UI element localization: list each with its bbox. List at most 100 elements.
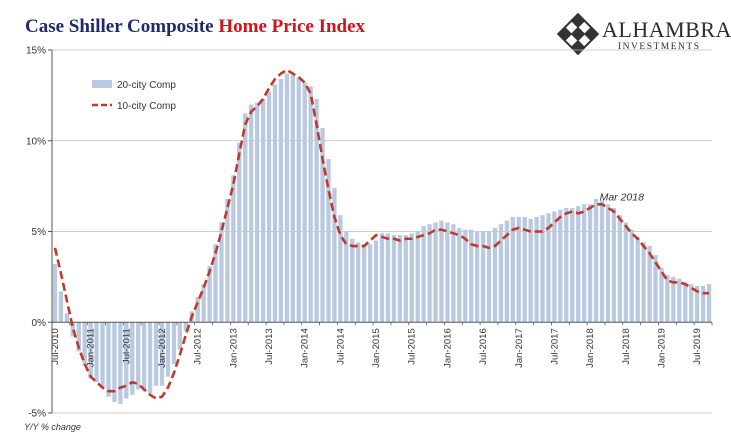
bar-20-city bbox=[356, 242, 361, 323]
bar-20-city bbox=[677, 278, 682, 323]
x-tick-label: Jul-2013 bbox=[264, 328, 275, 364]
bar-20-city bbox=[379, 233, 385, 323]
bar-20-city bbox=[611, 207, 617, 323]
bar-20-city bbox=[124, 322, 129, 399]
bar-20-city bbox=[165, 322, 171, 377]
bar-20-city bbox=[409, 233, 414, 323]
bar-20-city bbox=[237, 142, 242, 323]
bar-20-city bbox=[373, 240, 379, 323]
x-tick-label: Jan-2011 bbox=[86, 328, 97, 367]
bar-20-city bbox=[427, 224, 432, 323]
bar-20-city bbox=[522, 216, 527, 323]
bar-20-city bbox=[278, 79, 284, 323]
bar-20-city bbox=[249, 104, 254, 323]
bar-20-city bbox=[296, 77, 301, 323]
bar-20-city bbox=[142, 322, 147, 392]
bar-20-city bbox=[469, 229, 474, 323]
bar-20-city bbox=[653, 255, 658, 323]
bar-20-city bbox=[130, 322, 135, 395]
y-tick-label: 10% bbox=[26, 136, 46, 147]
chart-title-highlight: Home Price Index bbox=[218, 16, 366, 37]
bar-20-city bbox=[451, 224, 456, 323]
x-tick-label: Jul-2019 bbox=[692, 328, 703, 364]
line-10-city bbox=[53, 68, 710, 400]
bar-20-city bbox=[207, 265, 212, 323]
x-tick-label: Jul-2010 bbox=[50, 328, 61, 364]
bar-20-city bbox=[136, 322, 141, 390]
bar-20-city bbox=[689, 284, 694, 323]
bar-20-city bbox=[183, 322, 188, 332]
bar-20-city bbox=[397, 235, 402, 323]
bar-20-city bbox=[350, 238, 355, 323]
y-tick-label: 5% bbox=[32, 227, 47, 238]
bar-20-city bbox=[605, 204, 611, 323]
bar-20-city bbox=[391, 235, 397, 323]
bar-20-city bbox=[671, 276, 676, 323]
bar-20-city bbox=[266, 91, 272, 323]
bar-20-city bbox=[284, 73, 290, 323]
bar-20-city bbox=[486, 231, 492, 323]
bar-20-city bbox=[629, 229, 634, 323]
x-tick-label: Jan-2018 bbox=[585, 328, 596, 368]
x-tick-label: Jul-2012 bbox=[193, 328, 204, 364]
bar-20-city bbox=[403, 235, 408, 323]
bar-20-city bbox=[492, 227, 498, 323]
x-tick-label: Jan-2016 bbox=[442, 328, 453, 368]
bar-20-city bbox=[683, 282, 688, 323]
y-tick-label: 15% bbox=[26, 46, 46, 57]
x-tick-label: Jul-2011 bbox=[121, 328, 132, 364]
bar-20-city bbox=[540, 215, 545, 323]
annotation-label: Mar 2018 bbox=[600, 191, 645, 203]
bar-20-city bbox=[308, 86, 313, 323]
bar-20-city bbox=[94, 322, 99, 383]
bar-20-city bbox=[647, 246, 652, 323]
bar-20-city bbox=[665, 275, 670, 323]
bar-20-city bbox=[88, 322, 93, 379]
diamond-lattice-icon bbox=[556, 12, 600, 56]
bar-20-city bbox=[338, 215, 343, 323]
bar-20-city bbox=[474, 231, 480, 323]
x-tick-label: Jul-2017 bbox=[549, 328, 560, 364]
x-tick-label: Jul-2016 bbox=[478, 328, 489, 364]
bar-20-city bbox=[599, 200, 605, 323]
bar-20-city bbox=[576, 206, 581, 323]
bar-20-city bbox=[195, 296, 200, 323]
legend-label-20-city: 20-city Comp bbox=[117, 80, 176, 91]
x-tick-label: Jan-2014 bbox=[300, 328, 311, 368]
bar-20-city bbox=[463, 229, 468, 323]
bar-20-city bbox=[564, 207, 569, 323]
bar-20-city bbox=[510, 216, 515, 323]
x-tick-label: Jul-2015 bbox=[407, 328, 418, 364]
y-tick-label: -5% bbox=[28, 409, 46, 420]
bar-20-city bbox=[516, 216, 521, 323]
legend-label-10-city: 10-city Comp bbox=[117, 101, 176, 112]
bar-20-city bbox=[243, 113, 248, 323]
bar-20-city bbox=[700, 285, 706, 323]
bar-20-city bbox=[260, 99, 266, 323]
bar-20-city bbox=[457, 227, 462, 323]
bar-20-city bbox=[623, 222, 628, 323]
bar-20-city bbox=[82, 322, 87, 366]
bar-20-city bbox=[617, 215, 622, 323]
bar-20-city bbox=[344, 231, 349, 323]
bar-20-city bbox=[290, 75, 295, 323]
bar-20-city bbox=[177, 322, 182, 350]
bar-20-city bbox=[504, 220, 510, 323]
bar-20-city bbox=[480, 231, 486, 323]
bar-20-city bbox=[546, 213, 551, 323]
bar-20-city bbox=[153, 322, 159, 386]
bar-20-city bbox=[706, 284, 712, 323]
bar-20-city bbox=[362, 244, 367, 323]
bar-20-city bbox=[534, 216, 539, 323]
legend-swatch-bar bbox=[92, 80, 112, 88]
bar-20-city bbox=[64, 313, 70, 323]
bar-20-city bbox=[582, 204, 587, 323]
bar-20-city bbox=[439, 220, 444, 323]
bar-20-city bbox=[201, 284, 206, 323]
bar-20-city bbox=[254, 102, 260, 323]
bar-20-city bbox=[694, 285, 700, 323]
bar-20-city bbox=[635, 236, 640, 323]
bar-20-city bbox=[118, 322, 123, 404]
bar-20-city bbox=[100, 322, 105, 388]
